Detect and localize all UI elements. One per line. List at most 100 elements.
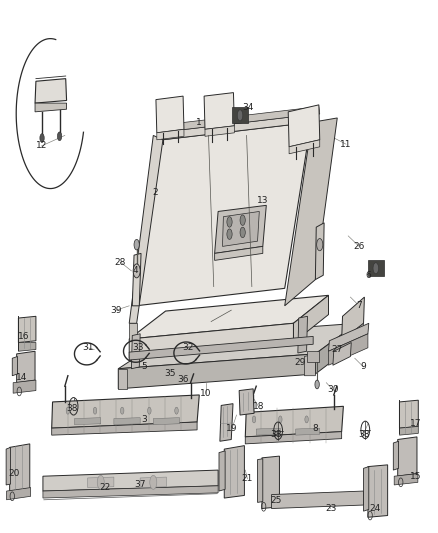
Polygon shape — [204, 93, 234, 130]
Polygon shape — [118, 369, 127, 389]
Polygon shape — [43, 486, 218, 498]
Text: 11: 11 — [340, 140, 352, 149]
Text: 16: 16 — [18, 332, 30, 341]
Polygon shape — [288, 105, 320, 147]
Polygon shape — [132, 253, 141, 306]
Text: 36: 36 — [177, 375, 189, 384]
Text: 6: 6 — [365, 271, 371, 280]
Circle shape — [148, 407, 151, 414]
Text: 18: 18 — [253, 402, 264, 411]
Circle shape — [150, 475, 157, 489]
Circle shape — [57, 132, 62, 141]
Text: 8: 8 — [312, 424, 318, 433]
Text: 7: 7 — [356, 301, 362, 310]
Text: 2: 2 — [153, 188, 158, 197]
Circle shape — [134, 239, 139, 250]
Polygon shape — [258, 459, 263, 503]
Text: 34: 34 — [242, 103, 253, 112]
Polygon shape — [256, 428, 280, 435]
Polygon shape — [156, 96, 184, 133]
Polygon shape — [328, 324, 369, 351]
Text: 33: 33 — [132, 343, 144, 352]
Polygon shape — [170, 107, 320, 131]
Polygon shape — [6, 447, 11, 485]
Polygon shape — [215, 205, 266, 253]
Polygon shape — [245, 432, 342, 444]
Text: 29: 29 — [294, 358, 306, 367]
Polygon shape — [157, 130, 184, 140]
Circle shape — [175, 407, 178, 414]
Polygon shape — [224, 446, 244, 498]
Text: 10: 10 — [200, 389, 212, 398]
Polygon shape — [17, 351, 35, 383]
Text: 22: 22 — [99, 483, 111, 492]
Polygon shape — [18, 343, 36, 351]
Polygon shape — [342, 324, 364, 358]
Polygon shape — [129, 324, 293, 358]
Text: 13: 13 — [257, 197, 268, 205]
Polygon shape — [293, 295, 328, 343]
Polygon shape — [131, 334, 140, 369]
Circle shape — [227, 229, 232, 239]
Polygon shape — [398, 437, 417, 476]
Text: 38: 38 — [67, 403, 78, 413]
Polygon shape — [7, 488, 31, 500]
Polygon shape — [12, 357, 18, 376]
Text: 30: 30 — [327, 385, 339, 394]
Polygon shape — [364, 466, 369, 511]
Text: 35: 35 — [164, 369, 176, 377]
Text: 38: 38 — [358, 430, 369, 439]
Polygon shape — [13, 380, 36, 393]
Text: 26: 26 — [353, 242, 365, 251]
Text: 17: 17 — [410, 419, 422, 429]
Polygon shape — [272, 491, 364, 508]
Polygon shape — [304, 354, 315, 376]
Polygon shape — [52, 422, 197, 435]
Polygon shape — [262, 456, 279, 508]
Circle shape — [305, 416, 308, 423]
Circle shape — [66, 407, 70, 414]
Polygon shape — [43, 470, 218, 491]
Polygon shape — [245, 406, 343, 437]
Polygon shape — [35, 79, 67, 103]
Circle shape — [279, 416, 282, 423]
Polygon shape — [18, 316, 36, 343]
Text: 5: 5 — [141, 362, 148, 372]
Polygon shape — [118, 324, 357, 369]
Polygon shape — [129, 324, 137, 341]
Polygon shape — [74, 418, 101, 425]
Polygon shape — [114, 418, 140, 425]
Circle shape — [373, 263, 378, 274]
Polygon shape — [399, 400, 418, 428]
Polygon shape — [205, 126, 234, 136]
Polygon shape — [393, 441, 399, 470]
Circle shape — [252, 416, 256, 423]
Polygon shape — [215, 246, 263, 261]
Circle shape — [315, 380, 319, 389]
Circle shape — [240, 215, 245, 225]
Text: 24: 24 — [369, 504, 380, 513]
Polygon shape — [223, 212, 259, 246]
Circle shape — [93, 407, 97, 414]
Text: 21: 21 — [242, 474, 253, 483]
Circle shape — [133, 264, 140, 278]
Text: 23: 23 — [325, 504, 336, 513]
Circle shape — [227, 217, 232, 227]
Text: 19: 19 — [226, 424, 238, 433]
Polygon shape — [162, 114, 320, 140]
Polygon shape — [239, 389, 254, 415]
Circle shape — [237, 110, 243, 121]
Text: 3: 3 — [141, 415, 148, 424]
Polygon shape — [315, 223, 324, 280]
Text: 12: 12 — [36, 141, 47, 150]
Circle shape — [40, 134, 44, 142]
Polygon shape — [129, 336, 313, 360]
Text: 32: 32 — [183, 343, 194, 352]
Text: 39: 39 — [110, 306, 122, 314]
Polygon shape — [285, 118, 337, 306]
Text: 15: 15 — [410, 472, 422, 481]
Polygon shape — [35, 103, 67, 112]
Bar — [307, 351, 319, 362]
Circle shape — [317, 239, 323, 251]
Polygon shape — [129, 135, 163, 324]
